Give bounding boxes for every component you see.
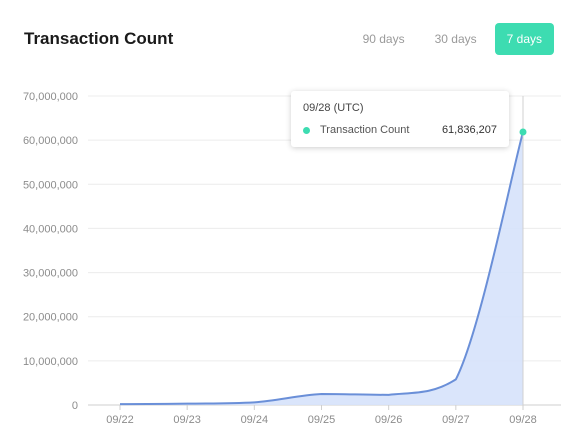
- series-line: [119, 131, 524, 406]
- y-tick-label: 70,000,000: [23, 91, 78, 103]
- y-tick-label: 20,000,000: [23, 312, 78, 324]
- y-tick-label: 0: [72, 400, 78, 412]
- series-area: [120, 132, 523, 406]
- x-tick-label: 09/23: [173, 414, 201, 426]
- tooltip-date: 09/28 (UTC): [303, 102, 364, 114]
- tooltip-row: Transaction Count 61,836,207: [303, 124, 497, 136]
- range-tabs: 90 days 30 days 7 days: [351, 23, 554, 55]
- x-tick-label: 09/22: [106, 414, 134, 426]
- y-tick-label: 60,000,000: [23, 135, 78, 147]
- tab-30-days[interactable]: 30 days: [434, 32, 477, 46]
- y-tick-label: 50,000,000: [23, 179, 78, 191]
- x-tick-label: 09/24: [241, 414, 269, 426]
- y-tick-label: 30,000,000: [23, 268, 78, 280]
- series-dot-icon: [303, 126, 310, 134]
- tab-90-days[interactable]: 90 days: [362, 32, 405, 46]
- tab-7-days[interactable]: 7 days: [494, 23, 554, 55]
- x-tick-label: 09/26: [375, 414, 403, 426]
- tooltip: 09/28 (UTC) Transaction Count 61,836,207: [291, 91, 509, 147]
- chart-title: Transaction Count: [24, 29, 174, 48]
- tooltip-value: 61,836,207: [441, 124, 497, 136]
- y-tick-label: 40,000,000: [23, 223, 78, 235]
- tooltip-label: Transaction Count: [320, 124, 410, 136]
- y-tick-label: 10,000,000: [23, 356, 78, 368]
- x-tick-label: 09/25: [308, 414, 336, 426]
- highlight-point[interactable]: [519, 128, 527, 136]
- x-tick-label: 09/28: [509, 414, 537, 426]
- x-tick-label: 09/27: [442, 414, 470, 426]
